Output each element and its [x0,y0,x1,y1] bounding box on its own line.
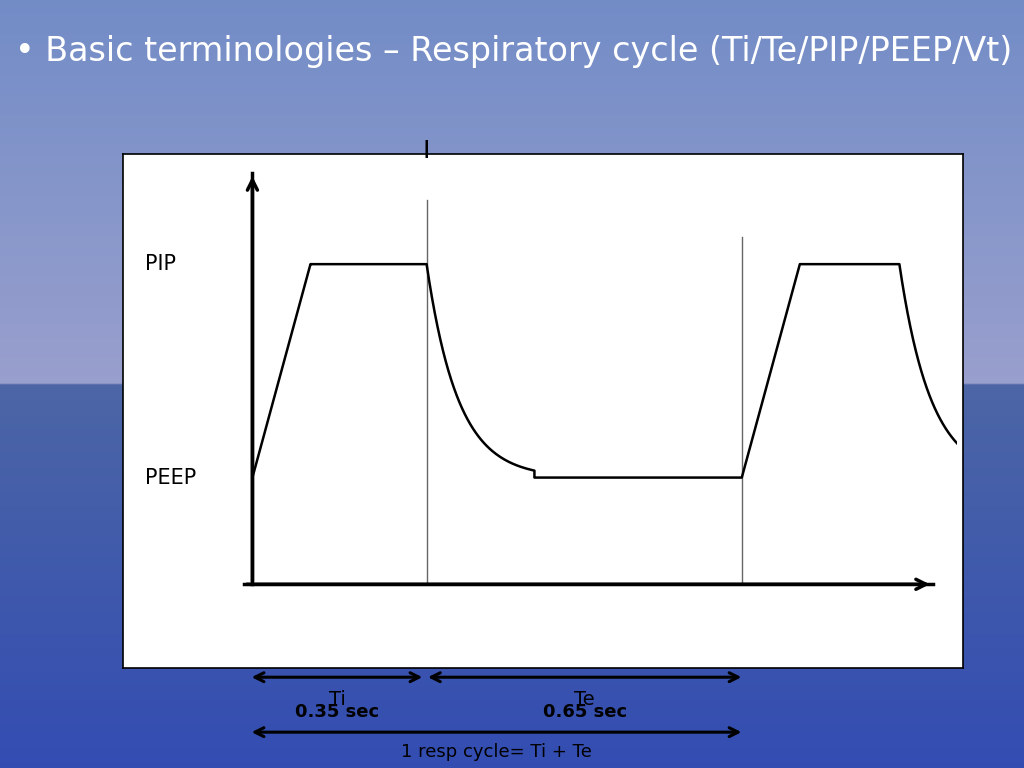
Text: Ti: Ti [329,690,345,710]
Text: • Basic terminologies – Respiratory cycle (Ti/Te/PIP/PEEP/Vt): • Basic terminologies – Respiratory cycl… [15,35,1013,68]
Text: PIP: PIP [144,254,175,274]
Text: Te: Te [574,690,595,710]
Text: 1 resp cycle= Ti + Te: 1 resp cycle= Ti + Te [401,743,592,761]
Text: 0.65 sec: 0.65 sec [543,703,627,721]
Text: I: I [423,139,430,163]
Text: 0.35 sec: 0.35 sec [295,703,379,721]
Text: PEEP: PEEP [144,468,196,488]
